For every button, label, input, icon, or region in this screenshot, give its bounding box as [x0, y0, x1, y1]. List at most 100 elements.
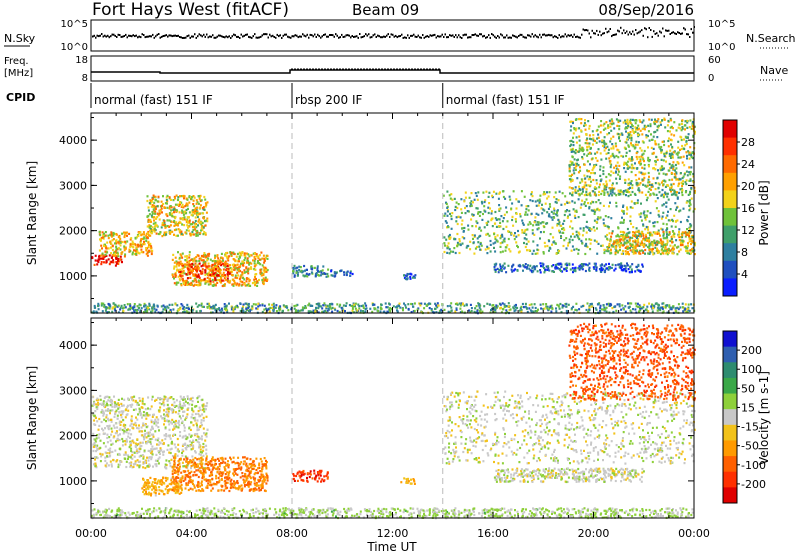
scatter-cell: [103, 255, 106, 258]
scatter-cell: [483, 205, 486, 208]
scatter-cell: [647, 171, 650, 175]
scatter-cell: [585, 133, 588, 136]
scatter-cell: [228, 302, 230, 305]
scatter-cell: [316, 268, 319, 271]
scatter-cell: [225, 304, 228, 307]
scatter-cell: [656, 221, 659, 224]
scatter-cell: [682, 240, 684, 243]
scatter-cell: [313, 266, 316, 269]
noise-point: [603, 32, 605, 35]
scatter-cell: [238, 260, 241, 263]
scatter-cell: [655, 207, 658, 210]
scatter-cell: [325, 307, 328, 310]
scatter-cell: [586, 226, 589, 229]
scatter-cell: [679, 209, 682, 212]
scatter-cell: [624, 147, 627, 150]
scatter-cell: [629, 249, 632, 252]
scatter-cell: [217, 260, 219, 263]
scatter-cell: [551, 243, 553, 246]
scatter-cell: [231, 274, 234, 277]
scatter-cell: [195, 260, 198, 263]
scatter-cell: [446, 244, 449, 248]
scatter-cell: [649, 193, 652, 196]
scatter-cell: [595, 266, 598, 269]
scatter-cell: [209, 281, 212, 284]
scatter-cell: [224, 274, 226, 277]
noise-point: [624, 32, 626, 34]
scatter-cell: [374, 307, 377, 310]
scatter-cell: [578, 268, 581, 271]
noise-point: [183, 36, 185, 39]
scatter-cell: [665, 229, 668, 232]
noise-point: [509, 36, 511, 39]
scatter-cell: [583, 122, 586, 125]
scatter-cell: [152, 208, 155, 211]
scatter-cell: [623, 161, 626, 164]
scatter-cell: [200, 265, 203, 268]
scatter-cell: [147, 206, 150, 209]
scatter-cell: [599, 174, 602, 177]
nave-tick-bottom: 0: [708, 73, 714, 84]
scatter-cell: [327, 275, 330, 278]
scatter-cell: [556, 210, 559, 213]
scatter-cell: [213, 266, 216, 269]
scatter-cell: [655, 302, 658, 305]
scatter-cell: [645, 244, 648, 247]
scatter-cell: [148, 304, 151, 307]
scatter-cell: [202, 233, 205, 236]
scatter-cell: [630, 123, 633, 126]
scatter-cell: [119, 241, 122, 244]
scatter-cell: [192, 273, 195, 276]
noise-point: [242, 35, 244, 38]
noise-point: [641, 29, 643, 32]
scatter-cell: [323, 302, 326, 305]
scatter-cell: [588, 228, 591, 231]
scatter-cell: [529, 264, 532, 267]
scatter-cell: [373, 303, 376, 306]
scatter-cell: [388, 302, 390, 305]
scatter-cell: [678, 210, 681, 213]
noise-point: [239, 37, 241, 39]
scatter-cell: [472, 201, 474, 204]
scatter-cell: [643, 149, 646, 153]
scatter-cell: [665, 223, 668, 226]
scatter-cell: [603, 186, 606, 189]
scatter-cell: [501, 302, 504, 305]
scatter-cell: [624, 122, 627, 125]
scatter-cell: [664, 126, 667, 129]
scatter-cell: [206, 267, 209, 270]
scatter-cell: [168, 229, 171, 232]
scatter-cell: [473, 198, 476, 201]
scatter-cell: [613, 187, 616, 190]
scatter-cell: [206, 201, 209, 204]
scatter-cell: [123, 255, 126, 258]
scatter-cell: [580, 122, 583, 125]
scatter-cell: [449, 212, 451, 215]
scatter-cell: [379, 310, 382, 313]
scatter-cell: [588, 170, 591, 173]
scatter-cell: [593, 191, 596, 194]
scatter-cell: [450, 193, 453, 196]
scatter-cell: [660, 158, 663, 161]
scatter-cell: [468, 309, 471, 312]
scatter-cell: [533, 221, 536, 224]
scatter-cell: [622, 252, 624, 255]
scatter-cell: [112, 261, 115, 264]
scatter-cell: [569, 192, 571, 195]
scatter-cell: [261, 264, 264, 267]
scatter-cell: [585, 308, 588, 312]
scatter-cell: [584, 128, 587, 131]
scatter-cell: [551, 307, 554, 310]
scatter-cell: [584, 204, 587, 207]
scatter-cell: [477, 191, 480, 194]
scatter-cell: [364, 302, 367, 305]
scatter-cell: [161, 235, 164, 238]
scatter-cell: [275, 310, 278, 313]
scatter-cell: [597, 125, 600, 128]
scatter-cell: [165, 308, 168, 311]
scatter-cell: [612, 245, 615, 248]
scatter-cell: [587, 152, 590, 155]
scatter-cell: [673, 121, 676, 124]
scatter-cell: [486, 223, 489, 226]
scatter-cell: [196, 275, 199, 278]
